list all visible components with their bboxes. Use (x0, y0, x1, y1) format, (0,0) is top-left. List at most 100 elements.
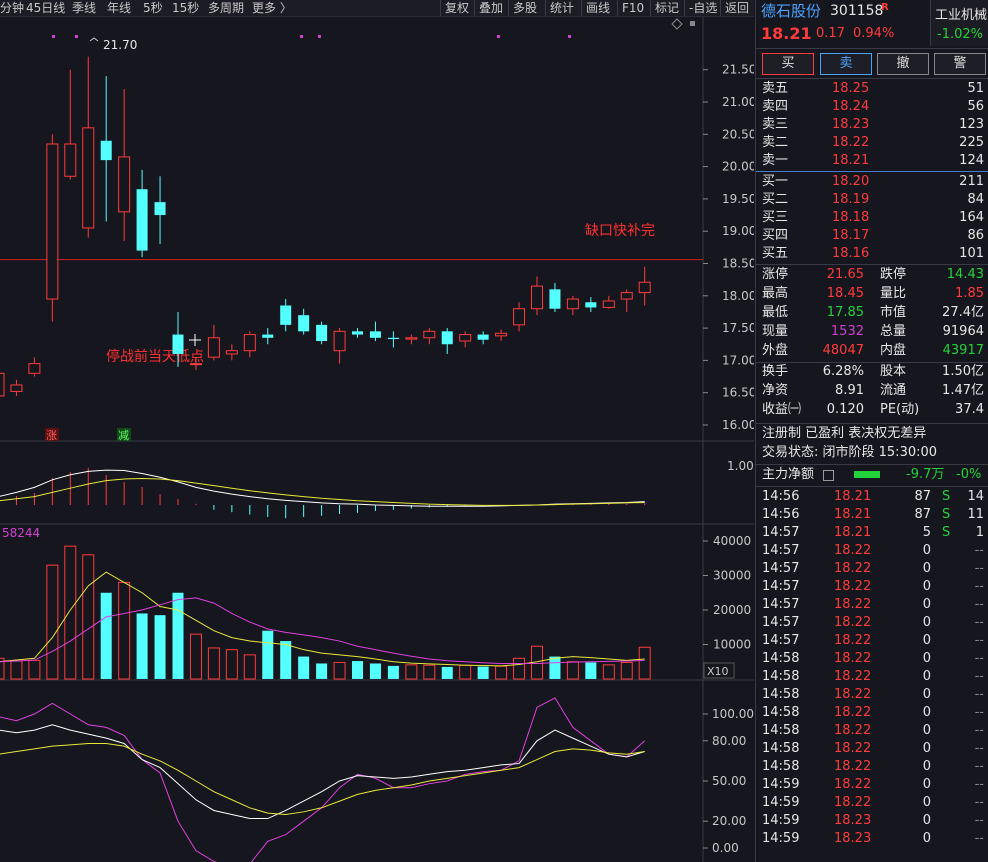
tick-cell: 18.22 (834, 777, 872, 792)
alert-button[interactable]: 警 (934, 53, 986, 75)
toolbar-period-3[interactable]: 年线 (107, 1, 132, 15)
toolbar-action-2[interactable]: 多股 (508, 0, 541, 16)
tick-cell: 0 (922, 543, 931, 558)
toolbar-action-1[interactable]: 叠加 (474, 0, 507, 16)
book-label: 买三 (762, 210, 789, 225)
tick-row: 14:57 18.22 0 -- (756, 560, 988, 578)
book-price: 18.25 (832, 81, 870, 96)
kdj-tick-label: 80.00 (712, 734, 746, 748)
toolbar-period-1[interactable]: 45日线 (26, 1, 66, 15)
ask-row[interactable]: 卖三 18.23 123 (756, 116, 988, 134)
stats-cell: 涨停 (762, 267, 789, 282)
diamond-icon (671, 18, 683, 30)
tick-cell: 14 (967, 489, 984, 504)
badge-zhang-text: 涨 (46, 429, 57, 442)
buy-button[interactable]: 买 (762, 53, 814, 75)
toolbar-period-7[interactable]: 更多 〉 (252, 1, 292, 15)
book-price: 18.24 (832, 99, 870, 114)
high-marker-icon (89, 37, 99, 42)
toolbar-action-5[interactable]: F10 (617, 0, 648, 16)
tick-cell: -- (974, 723, 984, 738)
volume-bar (46, 564, 59, 680)
volume-unit-label: X10 (707, 665, 729, 678)
sell-button[interactable]: 卖 (820, 53, 872, 75)
bid-row[interactable]: 买一 18.20 211 (756, 173, 988, 191)
price-change-pct: 0.94% (853, 26, 895, 41)
stats-cell: 6.28% (822, 364, 864, 379)
bid-row[interactable]: 买四 18.17 86 (756, 227, 988, 245)
candle-body (262, 334, 274, 338)
stock-name[interactable]: 德石股份 (761, 2, 822, 20)
kdj-d-line (0, 742, 645, 816)
tick-row: 14:59 18.23 0 -- (756, 830, 988, 848)
book-volume: 123 (959, 117, 984, 132)
candle-body (369, 331, 381, 338)
tick-cell: 14:58 (762, 759, 800, 774)
tick-cell: 14:57 (762, 525, 800, 540)
stats-cell: 18.45 (826, 286, 864, 301)
tick-cell: 0 (922, 741, 931, 756)
bid-row[interactable]: 买三 18.18 164 (756, 209, 988, 227)
price-tick-label: 19.00 (722, 224, 754, 238)
stats-cell: 现量 (762, 324, 789, 339)
volume-bar (243, 654, 256, 680)
toolbar-period-6[interactable]: 多周期 (208, 1, 245, 15)
toolbar-action-4[interactable]: 画线 (581, 0, 614, 16)
tick-cell: 5 (922, 525, 931, 540)
tick-cell: 14:57 (762, 561, 800, 576)
ask-row[interactable]: 卖四 18.24 56 (756, 98, 988, 116)
volume-bar (298, 656, 310, 679)
volume-bar (387, 665, 399, 679)
ask-row[interactable]: 卖五 18.25 51 (756, 80, 988, 98)
volume-bar (459, 664, 472, 680)
tick-cell: 18.22 (834, 741, 872, 756)
toolbar-period-2[interactable]: 季线 (72, 1, 97, 15)
volume-bar (64, 545, 77, 680)
tick-cell: 14:57 (762, 543, 800, 558)
candle-body (100, 140, 112, 161)
industry-box[interactable]: 工业机械 -1.02% (930, 0, 988, 46)
volume-bar (477, 666, 489, 679)
tick-row: 14:58 18.22 0 -- (756, 650, 988, 668)
toolbar-action-3[interactable]: 统计 (545, 0, 578, 16)
cancel-button[interactable]: 撤 (877, 53, 929, 75)
tick-cell: 87 (914, 507, 931, 522)
gap-annotation: 缺口快补完 (585, 223, 655, 239)
toolbar-action-7[interactable]: -自选 (684, 0, 721, 16)
stats-cell: 外盘 (762, 343, 789, 358)
toolbar-action-6[interactable]: 标记 (650, 0, 683, 16)
volume-bar (189, 633, 202, 680)
tick-cell: 14:58 (762, 723, 800, 738)
stats-cell: 0.120 (826, 402, 864, 417)
toolbar-period-4[interactable]: 5秒 (143, 1, 163, 15)
stock-tag: R (881, 2, 889, 13)
tick-row: 14:56 18.21 87 S 11 (756, 506, 988, 524)
price-tick-label: 21.00 (722, 95, 754, 109)
tick-cell: 0 (922, 795, 931, 810)
ask-row[interactable]: 卖一 18.21 124 (756, 152, 988, 170)
price-row: 18.21 0.17 0.94% (756, 25, 988, 45)
kline-chart[interactable]: 21.50 21.00 20.50 20.00 19.50 19.00 18.50 18.00… (0, 17, 754, 862)
bid-row[interactable]: 买二 18.19 84 (756, 191, 988, 209)
toolbar-action-0[interactable]: 复权 (440, 0, 473, 16)
price-tick-label: 17.00 (722, 353, 754, 367)
candle-body (298, 315, 310, 332)
fund-toggle-icon[interactable] (823, 470, 834, 481)
volume-tick-label: 40000 (713, 534, 751, 548)
price-tick-label: 19.50 (722, 192, 754, 206)
stats-cell: 换手 (762, 364, 789, 379)
book-price: 18.18 (832, 210, 870, 225)
toolbar-period-0[interactable]: 分钟 (0, 1, 25, 15)
volume-bar (10, 660, 23, 680)
book-volume: 164 (959, 210, 984, 225)
volume-bar (513, 657, 526, 680)
bid-row[interactable]: 买五 18.16 101 (756, 245, 988, 263)
ask-row[interactable]: 卖二 18.22 225 (756, 134, 988, 152)
event-marker-icon (300, 35, 303, 38)
quote-panel: 德石股份 301158 R 工业机械 -1.02% 18.21 0.17 0.9… (755, 0, 988, 862)
industry-name: 工业机械 (935, 8, 988, 23)
badge-jian-text: 减 (118, 429, 129, 442)
toolbar-action-8[interactable]: 返回 (720, 0, 753, 16)
toolbar-period-5[interactable]: 15秒 (172, 1, 200, 15)
tick-cell: 14:57 (762, 597, 800, 612)
